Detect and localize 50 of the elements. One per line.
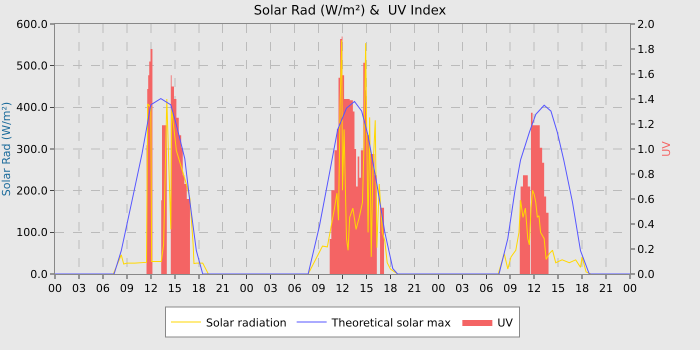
x-tick-label: 18: [192, 282, 206, 296]
x-tick-label: 00: [48, 282, 62, 296]
x-tick-label: 09: [120, 282, 134, 296]
x-tick-label: 09: [503, 282, 518, 296]
y-tick-label: 0.0: [30, 268, 48, 281]
x-tick-label: 03: [72, 282, 86, 296]
y2-tick-label: 1.8: [637, 42, 655, 56]
x-tick-label: 21: [216, 282, 230, 296]
legend-label: Theoretical solar max: [330, 316, 452, 330]
x-tick-label: 21: [407, 282, 422, 296]
y-tick-label: 200.0: [16, 184, 48, 198]
x-tick-label: 06: [288, 282, 302, 296]
legend-label: Solar radiation: [206, 316, 287, 330]
y2-tick-label: 1.2: [637, 118, 655, 131]
y-tick-label: 100.0: [16, 226, 48, 240]
x-tick-label: 12: [144, 282, 158, 296]
y-axis-title: Solar Rad (W/m²): [0, 102, 13, 196]
x-tick-label: 15: [359, 282, 374, 296]
x-tick-label: 00: [431, 282, 446, 296]
y2-tick-label: 1.6: [637, 68, 655, 81]
y2-tick-label: 0.0: [637, 268, 655, 281]
x-tick-label: 21: [599, 282, 614, 296]
x-tick-label: 12: [527, 282, 542, 296]
y2-tick-label: 2.0: [637, 18, 655, 31]
y2-tick-label: 0.2: [637, 242, 655, 256]
x-tick-label: 03: [264, 282, 278, 296]
x-tick-label: 09: [312, 282, 326, 296]
x-tick-label: 06: [479, 282, 494, 296]
x-tick-label: 03: [455, 282, 470, 296]
x-tick-label: 06: [96, 282, 110, 296]
y-tick-label: 500.0: [16, 60, 48, 73]
y-tick-label: 300.0: [16, 142, 48, 156]
chart-title: Solar Rad (W/m²) & UV Index: [254, 3, 447, 18]
x-tick-label: 00: [623, 282, 637, 296]
y-tick-label: 600.0: [16, 18, 48, 31]
y2-tick-label: 1.0: [637, 142, 655, 156]
x-tick-label: 00: [240, 282, 254, 296]
y2-tick-label: 0.8: [637, 168, 655, 181]
line-series: [55, 98, 630, 274]
legend-label: UV: [497, 316, 514, 330]
x-tick-label: 15: [551, 282, 566, 296]
y2-tick-label: 1.4: [637, 92, 655, 106]
x-tick-label: 15: [168, 282, 182, 296]
y-tick-label: 400.0: [16, 101, 48, 114]
y2-tick-label: 0.6: [637, 192, 655, 206]
x-tick-label: 18: [575, 282, 590, 296]
y2-tick-label: 0.4: [637, 218, 655, 231]
y2-axis-title: UV: [660, 140, 673, 157]
x-tick-label: 12: [336, 282, 350, 296]
x-tick-label: 18: [383, 282, 398, 296]
